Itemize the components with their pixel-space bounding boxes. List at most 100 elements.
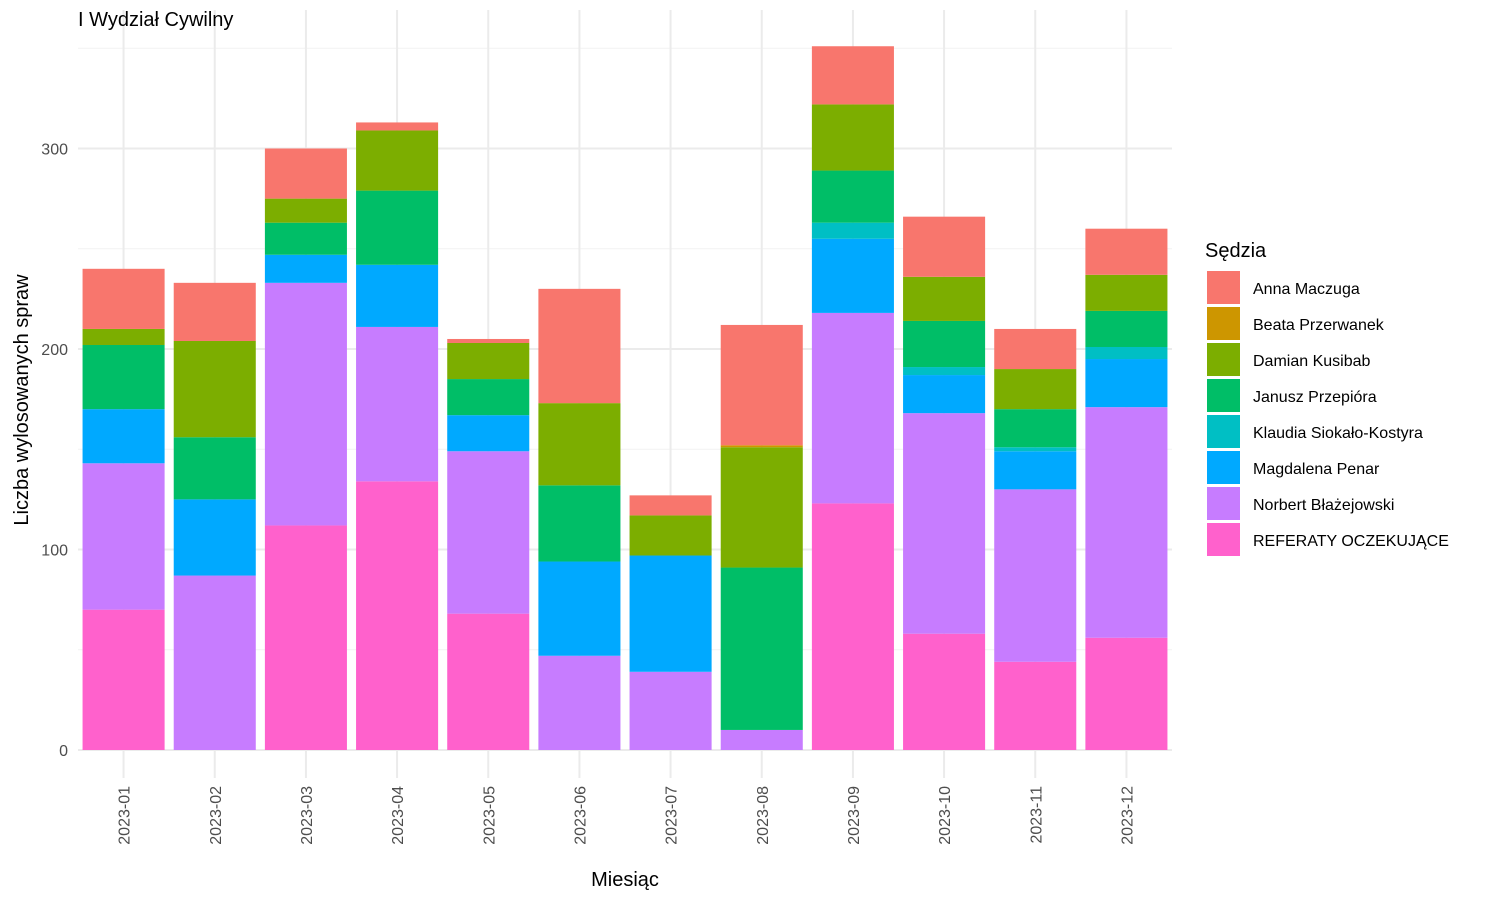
y-axis-label: Liczba wylosowanych spraw [11, 274, 33, 526]
legend-swatch [1207, 451, 1240, 484]
bar-segment [994, 369, 1077, 410]
legend: Sędzia Anna Maczuga Beata Przerwanek Damia… [1205, 240, 1449, 556]
bar-segment [994, 451, 1077, 490]
x-tick-label: 2023-11 [1028, 786, 1045, 844]
x-axis-label: Miesiąc [591, 869, 659, 891]
bar-segment [629, 555, 712, 672]
bar-segment [811, 503, 894, 750]
bar-segment [264, 282, 347, 526]
bar-segment [903, 413, 986, 634]
bar-segment [264, 148, 347, 199]
legend-label: Klaudia Siokało-Kostyra [1253, 425, 1423, 442]
bar-segment [356, 481, 439, 750]
legend-title: Sędzia [1205, 240, 1267, 262]
bar-segment [811, 238, 894, 313]
x-tick-label: 2023-06 [572, 786, 589, 845]
bar-segment [173, 437, 256, 500]
bar-segment [720, 447, 803, 568]
x-tick-label: 2023-08 [755, 786, 772, 845]
legend-label: REFERATY OCZEKUJĄCE [1253, 533, 1449, 550]
legend-swatch [1207, 415, 1240, 448]
bar-segment [82, 409, 165, 464]
bar-segment [264, 254, 347, 283]
legend-swatch [1207, 379, 1240, 412]
bar-segment [538, 655, 621, 750]
y-tick-label: 0 [59, 743, 68, 760]
bar-segment [264, 222, 347, 255]
bar-segment [994, 409, 1077, 448]
bar-segment [82, 328, 165, 345]
legend-label: Magdalena Penar [1253, 461, 1380, 478]
bar-segment [447, 613, 530, 750]
bar-segment [356, 130, 439, 191]
bar-segment [82, 609, 165, 750]
bar-segment [173, 340, 256, 438]
x-tick-label: 2023-03 [299, 786, 316, 845]
x-axis-ticks: 2023-01 2023-02 2023-03 2023-04 2023-05 2023-… [117, 786, 1137, 845]
bar-segment [447, 338, 530, 343]
bar-segment [720, 567, 803, 730]
bar-segment [356, 326, 439, 482]
x-tick-label: 2023-04 [390, 786, 407, 845]
legend-label: Norbert Błażejowski [1253, 497, 1394, 514]
bar-segment [629, 671, 712, 750]
bar-segment [538, 288, 621, 404]
bar-segment [811, 222, 894, 239]
legend-swatch [1207, 307, 1240, 340]
legend-swatch [1207, 271, 1240, 304]
bar-segment [1085, 228, 1168, 275]
legend-label: Damian Kusibab [1253, 353, 1371, 370]
x-tick-label: 2023-02 [208, 786, 225, 845]
x-tick-label: 2023-12 [1119, 786, 1136, 845]
bar-segment [811, 104, 894, 171]
bar-segment [173, 499, 256, 576]
bar-segment [903, 276, 986, 321]
x-tick-label: 2023-01 [117, 786, 134, 845]
bar-segment [356, 190, 439, 265]
bar-segment [903, 375, 986, 414]
x-tick-label: 2023-10 [937, 786, 954, 845]
bar-segment [1085, 310, 1168, 347]
bar-segment [538, 485, 621, 562]
legend-label: Anna Maczuga [1253, 281, 1360, 298]
bar-segment [82, 463, 165, 610]
x-tick-label: 2023-09 [846, 786, 863, 845]
x-tick-label: 2023-07 [664, 786, 681, 845]
bar-segment [173, 575, 256, 750]
bar-segment [1085, 359, 1168, 408]
y-tick-label: 100 [41, 543, 68, 560]
bar-segment [994, 447, 1077, 452]
bar-segment [720, 324, 803, 446]
bar-segment [811, 46, 894, 105]
y-axis-ticks: 0 100 200 300 [41, 142, 68, 761]
bar-segment [356, 264, 439, 327]
bar-segment [264, 525, 347, 750]
chart-title: I Wydział Cywilny [78, 9, 233, 31]
legend-swatch [1207, 343, 1240, 376]
bar-segment [720, 445, 803, 448]
bar-segment [447, 415, 530, 452]
bar-segment [629, 495, 712, 516]
bar-segment [629, 515, 712, 556]
bar-segment [903, 216, 986, 277]
bar-segment [82, 344, 165, 410]
bar-segment [1085, 274, 1168, 311]
bar-segment [538, 561, 621, 656]
legend-swatch [1207, 523, 1240, 556]
y-tick-label: 200 [41, 342, 68, 359]
bar-segment [994, 661, 1077, 750]
bar-segment [447, 451, 530, 614]
bar-segment [538, 403, 621, 486]
bar-segment [811, 170, 894, 223]
bar-segment [173, 282, 256, 341]
bar-segment [447, 342, 530, 380]
bar-segment [264, 198, 347, 223]
bar-segment [994, 489, 1077, 662]
legend-label: Janusz Przepióra [1253, 389, 1377, 406]
bar-segment [903, 367, 986, 376]
bar-segment [1085, 346, 1168, 360]
x-tick-label: 2023-05 [481, 786, 498, 845]
y-tick-label: 300 [41, 142, 68, 159]
bar-segment [1085, 407, 1168, 638]
